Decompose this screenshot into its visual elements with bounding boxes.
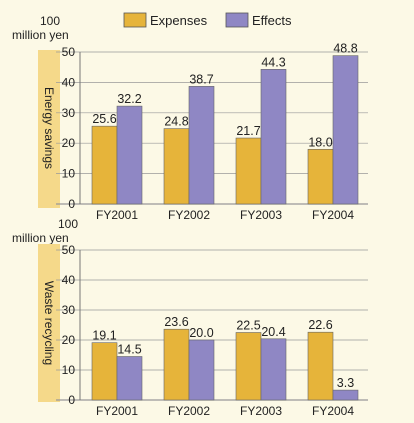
unit-label-bottom-waste: million yen (12, 231, 69, 245)
legend-swatch-effects (225, 12, 249, 28)
y-tick-label: 10 (62, 167, 76, 181)
y-tick-label: 20 (62, 333, 76, 347)
x-tick-label: FY2003 (240, 404, 282, 418)
data-label: 14.5 (117, 343, 141, 357)
y-tick-label: 0 (68, 197, 75, 211)
data-label: 22.6 (308, 318, 332, 332)
plot-energy: 0 10 20 30 40 50 25.632.2 FY2001 24.8 38.7 FY2002 2… (56, 42, 368, 222)
bar-effects (332, 55, 359, 205)
y-tick-label: 40 (62, 75, 76, 89)
x-tick-label: FY2002 (168, 404, 210, 418)
bar-expenses (307, 148, 334, 205)
data-label: 48.8 (333, 42, 357, 56)
x-tick-label: FY2001 (96, 404, 138, 418)
plot-waste: 0 10 20 30 40 50 19.114.5 FY2001 23.620.0 FY2002 2… (56, 243, 368, 418)
data-label: 32.2 (117, 92, 141, 106)
bar-effects (332, 389, 359, 401)
bar-effects (116, 356, 143, 401)
data-label: 24.8 (164, 115, 188, 129)
bar-effects (260, 69, 287, 205)
bar-effects (188, 86, 215, 205)
chart-waste-recycling: 100 million yen Waste recycling 0 10 20 30 4… (12, 217, 368, 418)
y-tick-label: 40 (62, 273, 76, 287)
legend-swatch-expenses (123, 12, 147, 28)
bar-expenses (307, 331, 334, 401)
unit-label-top-energy: 100 (40, 14, 60, 28)
y-tick-label: 50 (62, 243, 76, 257)
legend-label-expenses: Expenses (150, 13, 208, 28)
x-tick-label: FY2004 (312, 208, 354, 222)
bar-expenses (163, 328, 190, 401)
data-label: 25.6 (92, 112, 116, 126)
data-label: 44.3 (261, 55, 285, 69)
y-tick-label: 10 (62, 363, 76, 377)
ylabel-energy: Energy savings (42, 87, 56, 169)
x-tick-label: FY2004 (312, 404, 354, 418)
y-tick-label: 30 (62, 303, 76, 317)
chart-energy-savings: 100 million yen Energy savings 0 10 20 30 40… (12, 14, 368, 222)
data-label: 38.7 (189, 72, 213, 86)
x-tick-label: FY2002 (168, 208, 210, 222)
data-label: 21.7 (236, 124, 260, 138)
bar-expenses (163, 128, 190, 205)
data-label: 22.5 (236, 319, 260, 333)
legend: Expenses Effects (123, 12, 292, 28)
side-band-energy (38, 50, 60, 208)
ylabel-waste: Waste recycling (42, 281, 56, 365)
unit-label-top-waste: 100 (58, 217, 78, 231)
data-label: 20.4 (261, 325, 285, 339)
bar-effects (116, 105, 143, 205)
bar-expenses (235, 137, 262, 205)
bar-effects (188, 339, 215, 401)
x-tick-label: FY2003 (240, 208, 282, 222)
y-tick-label: 50 (62, 45, 76, 59)
legend-label-effects: Effects (252, 13, 292, 28)
y-tick-label: 0 (68, 393, 75, 407)
data-label: 23.6 (164, 315, 188, 329)
data-label: 3.3 (337, 376, 354, 390)
y-tick-label: 20 (62, 136, 76, 150)
y-tick-label: 30 (62, 106, 76, 120)
bar-expenses (91, 125, 118, 205)
bar-expenses (235, 332, 262, 401)
data-label: 20.0 (189, 326, 213, 340)
unit-label-bottom-energy: million yen (12, 28, 69, 42)
data-label: 19.1 (92, 329, 116, 343)
bar-expenses (91, 342, 118, 401)
data-label: 18.0 (308, 135, 332, 149)
x-tick-label: FY2001 (96, 208, 138, 222)
bar-effects (260, 338, 287, 401)
side-band-waste (38, 244, 60, 402)
